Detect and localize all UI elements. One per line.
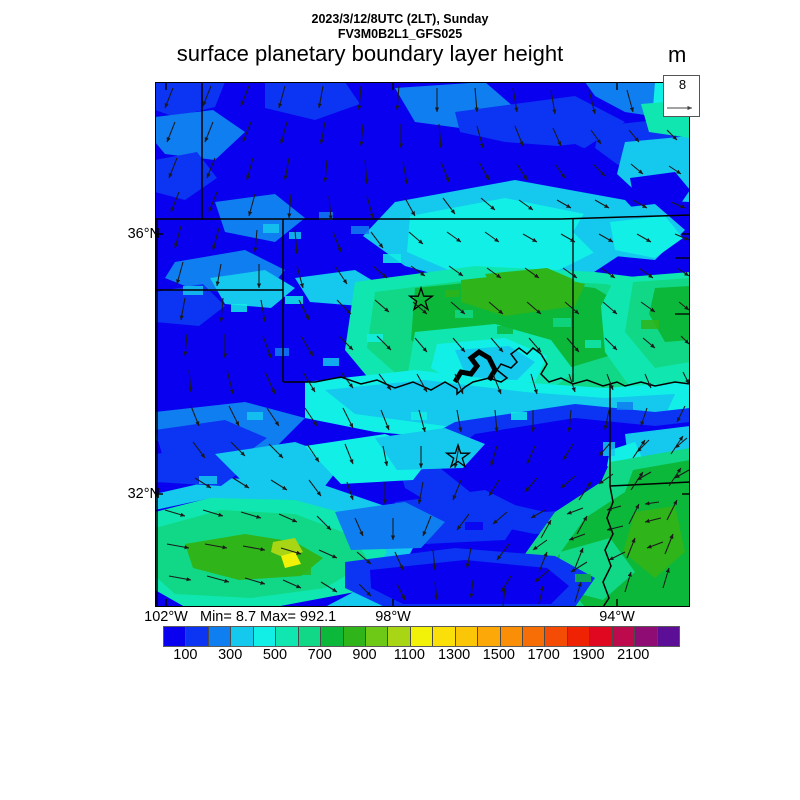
colorbar-tick-label: 2100: [617, 647, 650, 663]
y-tick-label-36n: 36°N: [127, 226, 160, 242]
minmax-stats: Min= 8.7 Max= 992.1: [200, 609, 337, 625]
colorbar-tick-label: 500: [262, 647, 288, 663]
colorbar-tick-label: 100: [173, 647, 198, 663]
colorbar-swatch: [433, 627, 456, 646]
axis-ticks: [155, 82, 690, 607]
colorbar-tick-labels: 100 300 500 700 900 1100 1300 1500 1700 1900 2100: [0, 647, 800, 667]
colorbar-swatch: [321, 627, 344, 646]
colorbar-tick-label: 1100: [393, 647, 425, 663]
colorbar-swatch: [231, 627, 254, 646]
colorbar-swatch: [208, 627, 232, 646]
colorbar-swatch: [388, 627, 411, 646]
unit-label: m: [668, 42, 687, 67]
colorbar-tick-label: 300: [218, 647, 243, 663]
station-markers: [407, 285, 472, 469]
colorbar-tick-label: 1700: [527, 647, 560, 663]
colorbar-swatch: [276, 627, 299, 646]
colorbar-swatch: [186, 627, 209, 646]
wind-arrow-icon: [667, 105, 693, 111]
colorbar-tick-label: 1500: [482, 647, 515, 663]
colorbar-swatch: [343, 627, 366, 646]
station-star-2: [444, 442, 472, 469]
state-boundaries-overlay: [155, 82, 690, 607]
colorbar-swatch: [545, 627, 568, 646]
colorbar-tick-label: 1900: [572, 647, 605, 663]
x-tick-label-102w: 102°W: [144, 609, 188, 625]
page-title: surface planetary boundary layer height: [176, 41, 564, 66]
colorbar-swatch: [567, 627, 591, 646]
colorbar-tick-label: 700: [307, 647, 332, 663]
colorbar-tick-label: 1300: [437, 647, 471, 663]
x-tick-label-98w: 98°W: [375, 609, 411, 625]
map-field: [155, 82, 690, 607]
station-star-1: [407, 285, 435, 312]
colorbar-swatch: [478, 627, 501, 646]
wind-vector-field: [164, 85, 690, 607]
colorbar-swatch: [164, 627, 187, 646]
colorbar-swatch: [365, 627, 389, 646]
colorbar-swatch: [410, 627, 434, 646]
subtitle-model: FV3M0B2L1_GFS025: [337, 27, 463, 41]
subtitle-datetime: 2023/3/12/8UTC (2LT), Sunday: [311, 12, 489, 26]
wind-key-magnitude: 8: [678, 77, 687, 92]
colorbar-swatch: [500, 627, 523, 646]
colorbar-swatch: [657, 627, 680, 646]
colorbar-swatch: [253, 627, 277, 646]
colorbar-swatch: [635, 627, 658, 646]
colorbar[interactable]: [163, 626, 680, 647]
colorbar-swatch: [523, 627, 546, 646]
colorbar-swatch: [590, 627, 613, 646]
colorbar-tick-label: 900: [352, 647, 377, 663]
y-tick-label-32n: 32°N: [127, 486, 160, 502]
colorbar-swatch: [455, 627, 479, 646]
x-tick-label-94w: 94°W: [599, 609, 635, 625]
map-plot-area[interactable]: [155, 82, 690, 607]
colorbar-swatch: [298, 627, 322, 646]
colorbar-swatch: [612, 627, 636, 646]
wind-vector-key: 8: [663, 75, 700, 117]
